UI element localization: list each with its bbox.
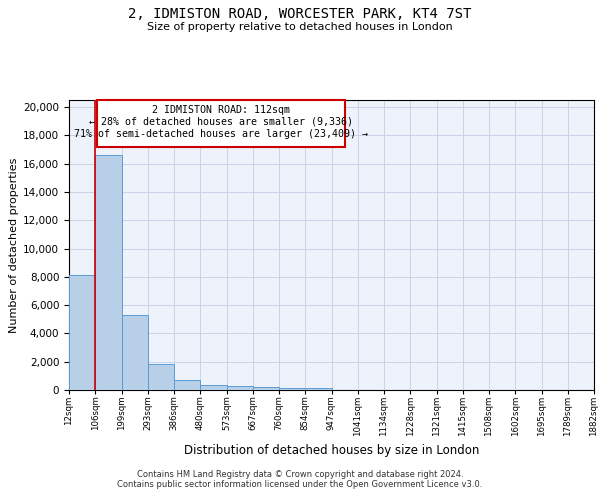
Bar [174, 380, 200, 390]
Y-axis label: Number of detached properties: Number of detached properties [9, 158, 19, 332]
Bar [69, 276, 95, 390]
Text: ← 28% of detached houses are smaller (9,336): ← 28% of detached houses are smaller (9,… [89, 117, 353, 127]
Bar [253, 387, 279, 390]
Text: Contains public sector information licensed under the Open Government Licence v3: Contains public sector information licen… [118, 480, 482, 489]
Text: Size of property relative to detached houses in London: Size of property relative to detached ho… [147, 22, 453, 32]
X-axis label: Distribution of detached houses by size in London: Distribution of detached houses by size … [184, 444, 479, 458]
Bar [200, 384, 227, 390]
Bar [227, 386, 253, 390]
Bar [121, 315, 148, 390]
Bar [95, 155, 121, 390]
Bar [148, 364, 174, 390]
Text: Contains HM Land Registry data © Crown copyright and database right 2024.: Contains HM Land Registry data © Crown c… [137, 470, 463, 479]
Text: 2, IDMISTON ROAD, WORCESTER PARK, KT4 7ST: 2, IDMISTON ROAD, WORCESTER PARK, KT4 7S… [128, 8, 472, 22]
FancyBboxPatch shape [97, 100, 344, 146]
Bar [279, 388, 305, 390]
Text: 71% of semi-detached houses are larger (23,409) →: 71% of semi-detached houses are larger (… [74, 129, 368, 139]
Bar [305, 388, 331, 390]
Text: 2 IDMISTON ROAD: 112sqm: 2 IDMISTON ROAD: 112sqm [152, 105, 290, 115]
